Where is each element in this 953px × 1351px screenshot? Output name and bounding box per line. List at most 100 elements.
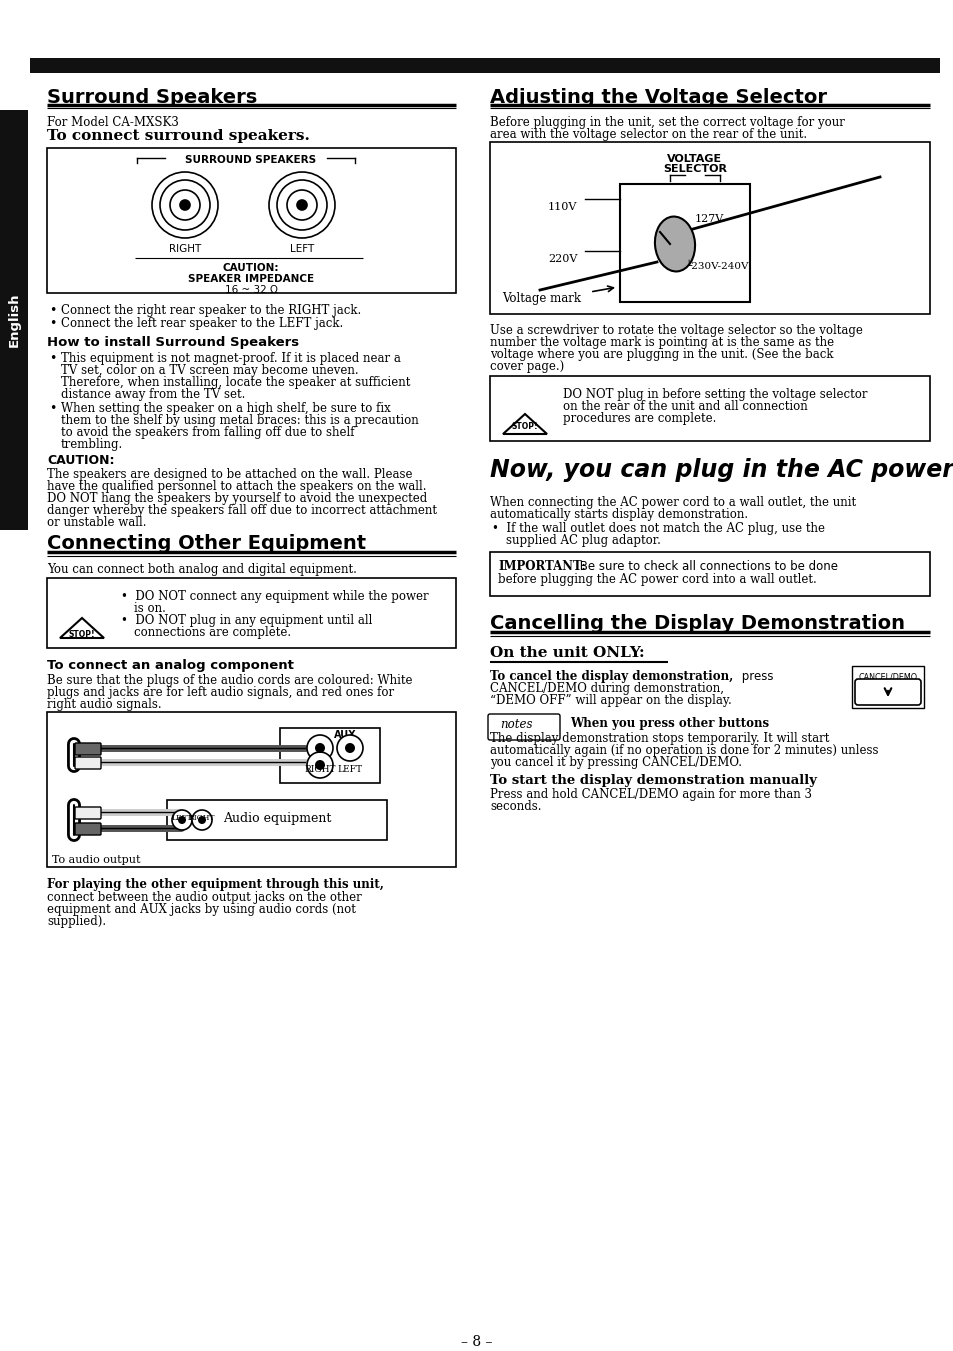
Ellipse shape: [655, 216, 695, 272]
Text: •: •: [49, 317, 56, 330]
Text: This equipment is not magnet-proof. If it is placed near a: This equipment is not magnet-proof. If i…: [61, 353, 400, 365]
Text: supplied).: supplied).: [47, 915, 106, 928]
Text: to avoid the speakers from falling off due to shelf: to avoid the speakers from falling off d…: [61, 426, 355, 439]
Text: you cancel it by pressing CANCEL/DEMO.: you cancel it by pressing CANCEL/DEMO.: [490, 757, 741, 769]
Text: equipment and AUX jacks by using audio cords (not: equipment and AUX jacks by using audio c…: [47, 902, 355, 916]
FancyBboxPatch shape: [490, 142, 929, 313]
Text: cover page.): cover page.): [490, 359, 563, 373]
Text: └230V-240V: └230V-240V: [684, 262, 748, 272]
Text: For Model CA-MXSK3: For Model CA-MXSK3: [47, 116, 179, 128]
Text: trembling.: trembling.: [61, 438, 123, 451]
Text: •: •: [49, 353, 56, 365]
Polygon shape: [60, 617, 104, 638]
FancyBboxPatch shape: [75, 823, 101, 835]
Circle shape: [336, 735, 363, 761]
FancyBboxPatch shape: [30, 58, 939, 73]
Text: 16 ~ 32 Ω: 16 ~ 32 Ω: [224, 285, 277, 295]
Text: RIGHT: RIGHT: [169, 245, 201, 254]
Text: To connect surround speakers.: To connect surround speakers.: [47, 128, 310, 143]
FancyBboxPatch shape: [167, 800, 387, 840]
Polygon shape: [502, 413, 546, 434]
FancyBboxPatch shape: [75, 757, 101, 769]
Text: CAUTION:: CAUTION:: [47, 454, 114, 467]
Text: danger whereby the speakers fall off due to incorrect attachment: danger whereby the speakers fall off due…: [47, 504, 436, 517]
Circle shape: [178, 816, 186, 824]
Text: LEFT: LEFT: [337, 765, 362, 774]
Text: “DEMO OFF” will appear on the display.: “DEMO OFF” will appear on the display.: [490, 694, 731, 707]
Circle shape: [296, 200, 307, 209]
Text: AUX: AUX: [334, 730, 355, 740]
Text: 127V: 127V: [695, 213, 723, 224]
Text: When you press other buttons: When you press other buttons: [569, 717, 768, 730]
Text: procedures are complete.: procedures are complete.: [562, 412, 716, 426]
Text: connections are complete.: connections are complete.: [133, 626, 291, 639]
Text: area with the voltage selector on the rear of the unit.: area with the voltage selector on the re…: [490, 128, 806, 141]
Text: Be sure to check all connections to be done: Be sure to check all connections to be d…: [576, 561, 837, 573]
Circle shape: [314, 743, 325, 753]
Text: VOLTAGE: VOLTAGE: [667, 154, 721, 163]
Circle shape: [172, 811, 192, 830]
Text: Use a screwdriver to rotate the voltage selector so the voltage: Use a screwdriver to rotate the voltage …: [490, 324, 862, 336]
Text: To start the display demonstration manually: To start the display demonstration manua…: [490, 774, 816, 788]
Text: supplied AC plug adaptor.: supplied AC plug adaptor.: [505, 534, 660, 547]
Circle shape: [192, 811, 212, 830]
Text: RIGHT: RIGHT: [304, 765, 335, 774]
Text: English: English: [8, 293, 20, 347]
Text: them to the shelf by using metal braces: this is a precaution: them to the shelf by using metal braces:…: [61, 413, 418, 427]
Text: To connect an analog component: To connect an analog component: [47, 659, 294, 671]
FancyBboxPatch shape: [280, 728, 379, 784]
Text: Before plugging in the unit, set the correct voltage for your: Before plugging in the unit, set the cor…: [490, 116, 844, 128]
Text: – 8 –: – 8 –: [460, 1335, 493, 1350]
Circle shape: [314, 761, 325, 770]
FancyBboxPatch shape: [851, 666, 923, 708]
FancyBboxPatch shape: [854, 680, 920, 705]
Circle shape: [198, 816, 206, 824]
FancyBboxPatch shape: [47, 578, 456, 648]
Text: CAUTION:: CAUTION:: [222, 263, 279, 273]
Text: RIGHT: RIGHT: [189, 815, 215, 821]
FancyBboxPatch shape: [47, 712, 456, 867]
Text: Surround Speakers: Surround Speakers: [47, 88, 257, 107]
Text: is on.: is on.: [133, 603, 166, 615]
Text: DO NOT plug in before setting the voltage selector: DO NOT plug in before setting the voltag…: [562, 388, 866, 401]
Text: Connect the left rear speaker to the LEFT jack.: Connect the left rear speaker to the LEF…: [61, 317, 343, 330]
Text: For playing the other equipment through this unit,: For playing the other equipment through …: [47, 878, 383, 892]
Text: When connecting the AC power cord to a wall outlet, the unit: When connecting the AC power cord to a w…: [490, 496, 855, 509]
Text: notes: notes: [499, 717, 532, 731]
Text: Press and hold CANCEL/DEMO again for more than 3: Press and hold CANCEL/DEMO again for mor…: [490, 788, 811, 801]
Text: Adjusting the Voltage Selector: Adjusting the Voltage Selector: [490, 88, 826, 107]
Text: seconds.: seconds.: [490, 800, 541, 813]
Text: The speakers are designed to be attached on the wall. Please: The speakers are designed to be attached…: [47, 467, 412, 481]
Text: on the rear of the unit and all connection: on the rear of the unit and all connecti…: [562, 400, 807, 413]
Text: Be sure that the plugs of the audio cords are coloured: White: Be sure that the plugs of the audio cord…: [47, 674, 412, 688]
Circle shape: [180, 200, 190, 209]
Text: number the voltage mark is pointing at is the same as the: number the voltage mark is pointing at i…: [490, 336, 833, 349]
Text: •  DO NOT plug in any equipment until all: • DO NOT plug in any equipment until all: [121, 613, 372, 627]
Text: Connect the right rear speaker to the RIGHT jack.: Connect the right rear speaker to the RI…: [61, 304, 361, 317]
Circle shape: [307, 753, 333, 778]
Text: To cancel the display demonstration,: To cancel the display demonstration,: [490, 670, 733, 684]
Text: Cancelling the Display Demonstration: Cancelling the Display Demonstration: [490, 613, 904, 634]
Text: To audio output: To audio output: [52, 855, 140, 865]
Circle shape: [345, 743, 355, 753]
Text: DO NOT hang the speakers by yourself to avoid the unexpected: DO NOT hang the speakers by yourself to …: [47, 492, 427, 505]
FancyBboxPatch shape: [0, 109, 28, 530]
Text: Voltage mark: Voltage mark: [501, 292, 580, 305]
Text: 220V: 220V: [547, 254, 577, 263]
Text: have the qualified personnel to attach the speakers on the wall.: have the qualified personnel to attach t…: [47, 480, 426, 493]
Text: LEFT: LEFT: [290, 245, 314, 254]
Text: •: •: [49, 403, 56, 415]
Text: SPEAKER IMPEDANCE: SPEAKER IMPEDANCE: [188, 274, 314, 284]
Text: The display demonstration stops temporarily. It will start: The display demonstration stops temporar…: [490, 732, 828, 744]
Text: voltage where you are plugging in the unit. (See the back: voltage where you are plugging in the un…: [490, 349, 833, 361]
Text: You can connect both analog and digital equipment.: You can connect both analog and digital …: [47, 563, 356, 576]
Text: CANCEL/DEMO: CANCEL/DEMO: [858, 671, 917, 681]
Text: When setting the speaker on a high shelf, be sure to fix: When setting the speaker on a high shelf…: [61, 403, 391, 415]
Text: CANCEL/DEMO during demonstration,: CANCEL/DEMO during demonstration,: [490, 682, 723, 694]
Text: distance away from the TV set.: distance away from the TV set.: [61, 388, 245, 401]
Text: Audio equipment: Audio equipment: [223, 812, 331, 825]
Text: IMPORTANT:: IMPORTANT:: [497, 561, 585, 573]
Text: IN: IN: [339, 740, 351, 750]
Text: STOP!: STOP!: [511, 422, 537, 431]
Text: right audio signals.: right audio signals.: [47, 698, 161, 711]
